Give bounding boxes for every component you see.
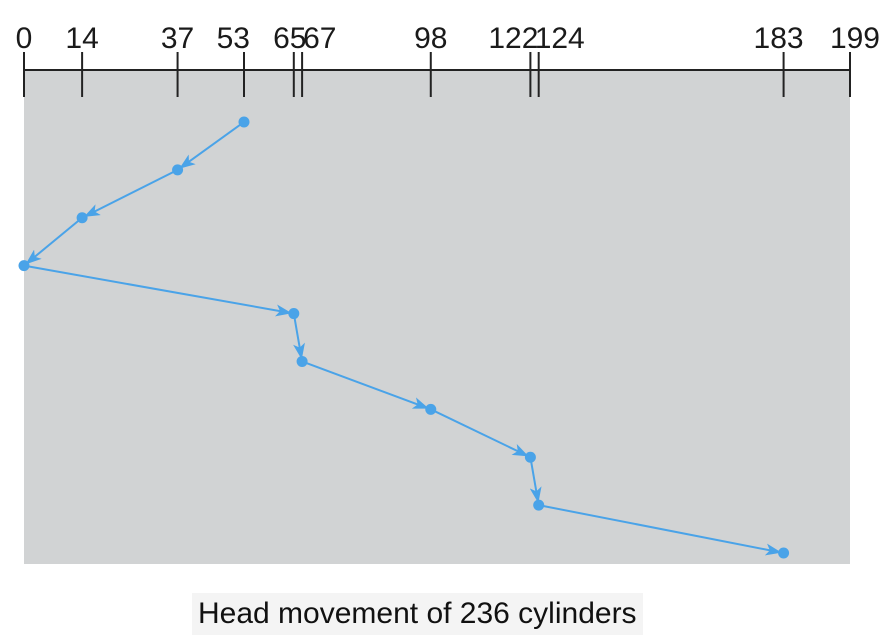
axis-tick-label: 67 [303, 22, 336, 55]
head-position-point [76, 212, 88, 224]
head-movement-segment [430, 408, 529, 457]
axis-tick-label: 14 [65, 22, 98, 55]
head-position-point [18, 260, 30, 272]
head-positions [18, 116, 790, 559]
head-position-point [172, 164, 184, 176]
head-position-point [238, 116, 250, 128]
caption: Head movement of 236 cylinders [192, 593, 643, 635]
axis-tick-label: 199 [830, 22, 880, 55]
axis-tick-label: 183 [754, 22, 804, 55]
head-movement-segment [23, 264, 292, 317]
head-movement-segment [538, 504, 782, 556]
head-position-point [533, 499, 545, 511]
head-movement-segment [179, 121, 245, 169]
axis-tick-label: 37 [161, 22, 194, 55]
head-movement-segment [83, 168, 179, 217]
axis-ticks [23, 52, 851, 97]
axis-tick-label: 122 [488, 22, 538, 55]
head-position-point [524, 451, 536, 463]
head-movement-segment [301, 360, 429, 409]
plot-area [24, 70, 850, 564]
head-movement-segment [25, 217, 83, 265]
head-position-point [296, 355, 308, 367]
axis-tick-label: 65 [273, 22, 306, 55]
head-movement-segment [292, 313, 305, 360]
head-position-point [778, 547, 790, 559]
head-position-point [425, 403, 437, 415]
axis-tick-label: 0 [16, 22, 33, 55]
axis-tick-label: 98 [414, 22, 447, 55]
head-position-point [288, 308, 300, 320]
axis-tick-label: 124 [535, 22, 585, 55]
head-movement-segment [529, 457, 542, 504]
head-path [23, 121, 782, 556]
axis-tick-label: 53 [217, 22, 250, 55]
